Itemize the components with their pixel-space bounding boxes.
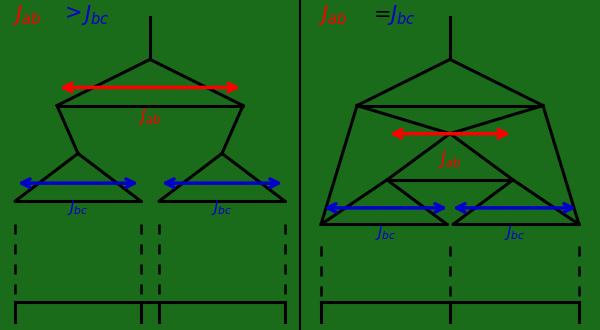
Text: $J_{bc}$: $J_{bc}$ <box>67 198 89 217</box>
Text: $J_{bc}$: $J_{bc}$ <box>375 223 396 242</box>
Text: $J_{bc}$: $J_{bc}$ <box>504 223 525 242</box>
Text: $=$: $=$ <box>369 3 391 23</box>
Text: $>$: $>$ <box>60 3 82 23</box>
Text: $J_{ab}$: $J_{ab}$ <box>138 106 162 127</box>
Text: $J_{bc}$: $J_{bc}$ <box>387 3 416 27</box>
Text: $J_{ab}$: $J_{ab}$ <box>318 3 347 27</box>
Text: $J_{bc}$: $J_{bc}$ <box>211 198 233 217</box>
Text: $J_{ab}$: $J_{ab}$ <box>438 149 462 171</box>
Text: $J_{ab}$: $J_{ab}$ <box>12 3 41 27</box>
Text: $J_{bc}$: $J_{bc}$ <box>81 3 110 27</box>
